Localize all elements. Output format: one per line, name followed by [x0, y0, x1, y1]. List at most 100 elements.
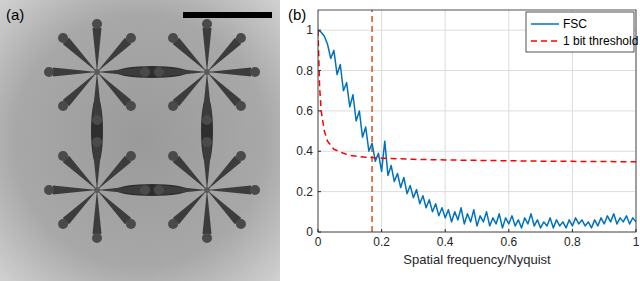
- spoke-end: [126, 151, 136, 161]
- spoke: [207, 72, 241, 106]
- spoke: [97, 38, 131, 72]
- spoke: [97, 186, 141, 195]
- legend-label: FSC: [563, 17, 587, 31]
- grid-line: [445, 10, 446, 232]
- spoke-end: [168, 151, 178, 161]
- tick-label: 1: [633, 235, 640, 249]
- tick-label: 0.8: [564, 235, 581, 249]
- tick-label: 0.8: [296, 64, 313, 78]
- spoke-end: [154, 185, 164, 195]
- series-line: [318, 30, 636, 228]
- spoke-end: [126, 101, 136, 111]
- legend-swatch: [531, 23, 559, 25]
- spoke-end: [236, 101, 246, 111]
- spoke: [173, 38, 207, 72]
- spoke-end: [126, 219, 136, 229]
- tick: [318, 70, 321, 71]
- grid-line: [318, 110, 636, 111]
- spoke-end: [202, 115, 212, 125]
- spoke-end: [202, 19, 212, 29]
- spoke: [207, 156, 241, 190]
- tick-label: 0.2: [296, 185, 313, 199]
- spoke: [163, 68, 207, 77]
- tick: [318, 110, 321, 111]
- spoke: [173, 156, 207, 190]
- tick-label: 0.2: [373, 235, 390, 249]
- panel-label: (a): [6, 6, 24, 23]
- spoke-end: [168, 33, 178, 43]
- spoke: [63, 38, 97, 72]
- spoke-end: [250, 185, 260, 195]
- spoke: [63, 190, 97, 224]
- spoke: [207, 38, 241, 72]
- spoke: [93, 146, 102, 190]
- spoke-end: [92, 115, 102, 125]
- tick: [318, 30, 321, 31]
- scale-bar: [183, 12, 272, 18]
- spoke-end: [92, 137, 102, 147]
- spoke: [97, 156, 131, 190]
- grid-line: [318, 70, 636, 71]
- panel-label: (b): [288, 6, 306, 23]
- spoke: [163, 186, 207, 195]
- legend-label: 1 bit threshold: [563, 34, 638, 48]
- tick-label: 0: [306, 225, 313, 239]
- legend-swatch: [531, 40, 559, 42]
- spoke-end: [58, 219, 68, 229]
- tick-label: 1: [306, 23, 313, 37]
- tick: [318, 151, 321, 152]
- legend: FSC 1 bit threshold: [526, 12, 638, 52]
- spoke: [207, 190, 241, 224]
- spoke-end: [58, 33, 68, 43]
- spoke: [63, 72, 97, 106]
- figure: (a)(b)00.20.40.60.8100.20.40.60.81Spatia…: [0, 0, 640, 281]
- tick: [318, 191, 321, 192]
- ticks: 00.20.40.60.8100.20.40.60.81: [296, 23, 639, 249]
- star-center: [94, 69, 100, 75]
- tick-label: 0.6: [296, 104, 313, 118]
- spoke-end: [44, 67, 54, 77]
- spoke-end: [236, 219, 246, 229]
- spoke: [203, 146, 212, 190]
- spoke: [63, 156, 97, 190]
- spoke: [93, 28, 102, 72]
- spoke-end: [92, 233, 102, 243]
- axis-label: Spatial frequency/Nyquist: [403, 252, 551, 267]
- spoke: [207, 186, 251, 195]
- spoke: [203, 190, 212, 234]
- spoke-end: [236, 33, 246, 43]
- spoke: [93, 190, 102, 234]
- spoke-end: [140, 67, 150, 77]
- tick: [445, 229, 446, 232]
- spoke: [203, 72, 212, 116]
- spoke: [173, 190, 207, 224]
- spoke: [173, 72, 207, 106]
- spoke: [53, 68, 97, 77]
- tick-label: 0.4: [437, 235, 454, 249]
- star-center: [204, 187, 210, 193]
- spoke-end: [202, 233, 212, 243]
- spoke-end: [236, 151, 246, 161]
- spoke-end: [250, 67, 260, 77]
- spoke: [97, 190, 131, 224]
- spoke: [93, 72, 102, 116]
- tick-label: 0.4: [296, 144, 313, 158]
- tick: [381, 229, 382, 232]
- star-center: [94, 187, 100, 193]
- spoke-end: [126, 33, 136, 43]
- grid-line: [318, 191, 636, 192]
- grid-line: [381, 10, 382, 232]
- spoke-end: [92, 19, 102, 29]
- spoke: [97, 68, 141, 77]
- spoke-end: [140, 185, 150, 195]
- tick: [636, 229, 637, 232]
- sample-image: [0, 0, 280, 281]
- spoke-end: [44, 185, 54, 195]
- spoke-end: [202, 137, 212, 147]
- tick-label: 0: [315, 235, 322, 249]
- image-background: [0, 0, 280, 281]
- spoke-end: [168, 219, 178, 229]
- star-center: [204, 69, 210, 75]
- tick: [572, 229, 573, 232]
- tick: [318, 232, 321, 233]
